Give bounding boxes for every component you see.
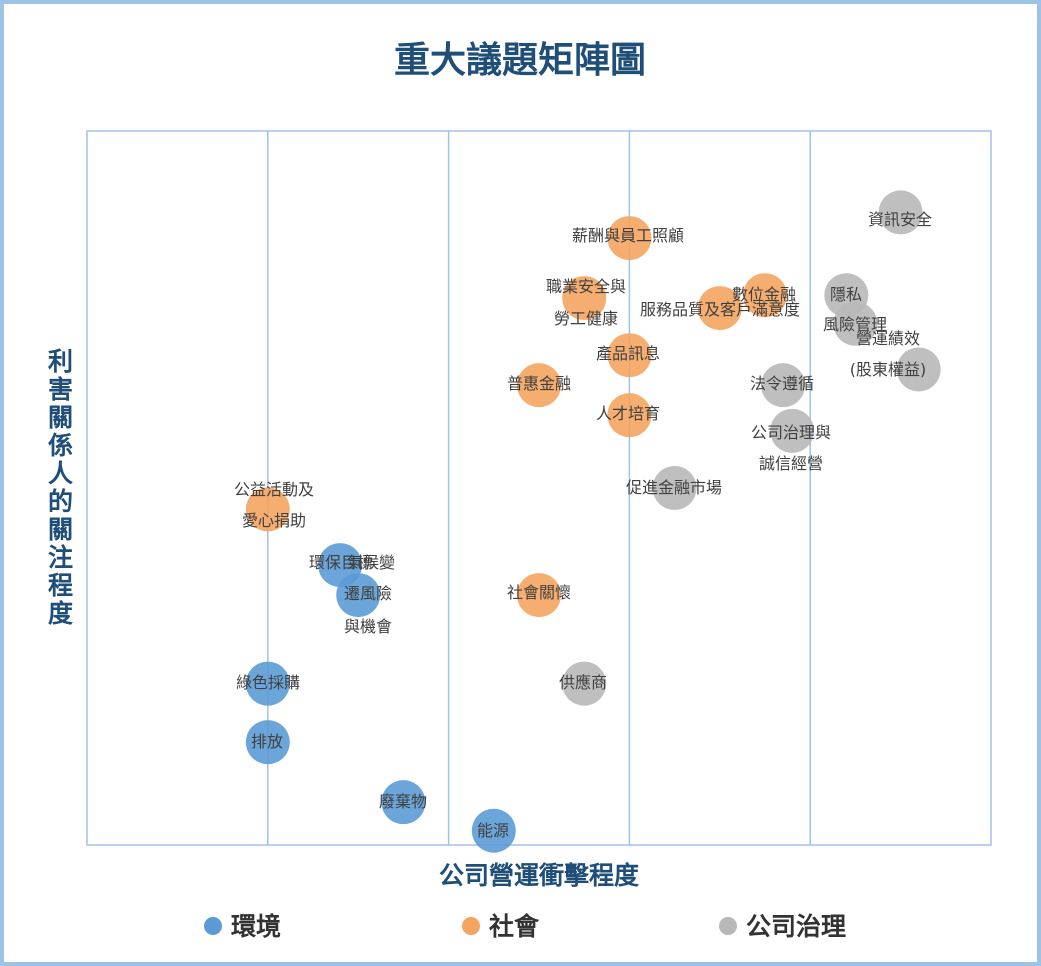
data-point-s1-p2 — [743, 273, 787, 318]
point-labels: 公益活動及 愛心捐助 環保目標 氣候變 遷風險 與機會 綠色採購 排放 廢棄物 … — [234, 210, 932, 840]
data-point-s1-p7 — [245, 487, 290, 532]
label-qihou-3: 與機會 — [344, 617, 392, 636]
label-cujin: 促進金融市場 — [626, 478, 722, 497]
label-zhiye-1: 職業安全與 — [546, 277, 626, 296]
data-point-s2-p2 — [833, 301, 878, 346]
label-zhili-1: 公司治理與 — [751, 423, 831, 442]
data-point-s1-p5 — [517, 363, 561, 408]
label-zhiye-2: 勞工健康 — [554, 309, 618, 328]
data-point-s0-p2 — [245, 661, 290, 706]
label-lvse: 綠色採購 — [236, 673, 300, 692]
data-point-s0-p3 — [245, 720, 290, 765]
legend: 環境 社會 公司治理 — [204, 912, 846, 941]
data-point-s2-p4 — [761, 363, 806, 408]
data-point-s2-p0 — [878, 190, 923, 235]
label-shuwei: 數位金融 — [732, 285, 796, 304]
label-zhili-2: 誠信經營 — [759, 454, 823, 473]
data-point-s2-p7 — [562, 661, 607, 706]
data-point-s1-p8 — [517, 573, 561, 618]
label-paifang: 排放 — [251, 732, 283, 751]
label-shehui: 社會關懷 — [507, 583, 571, 602]
data-point-s1-p4 — [607, 333, 652, 378]
label-xinchou: 薪酬與員工照顧 — [572, 226, 684, 245]
label-fengxian: 風險管理 — [823, 315, 887, 334]
label-gongyi-1: 公益活動及 — [234, 480, 314, 499]
data-point-s2-p6 — [652, 466, 697, 510]
legend-label-environment: 環境 — [231, 912, 281, 941]
data-point-s0-p1 — [318, 543, 363, 588]
materiality-matrix-chart: 重大議題矩陣圖 公益活動及 愛心捐助 環保目標 氣候變 遷風險 與機會 綠色採購… — [45, 40, 992, 941]
x-axis-label: 公司營運衝擊程度 — [439, 861, 639, 890]
label-chanpin: 產品訊息 — [596, 344, 660, 363]
label-gongying: 供應商 — [559, 673, 607, 692]
legend-marker-society — [462, 917, 480, 935]
legend-label-society: 社會 — [489, 912, 540, 941]
data-point-s1-p6 — [607, 393, 652, 438]
label-faling: 法令遵循 — [750, 374, 814, 393]
legend-marker-environment — [204, 917, 222, 935]
data-point-s1-p3 — [697, 286, 742, 331]
label-nengyuan: 能源 — [477, 821, 509, 840]
data-points — [245, 190, 941, 853]
label-qihou-1: 氣候變 — [347, 553, 395, 572]
data-point-s2-p3 — [896, 347, 941, 392]
label-rencai: 人才培育 — [596, 404, 660, 423]
label-huanbao: 環保目標 — [309, 553, 373, 572]
label-fuwu: 服務品質及客戶滿意度 — [640, 300, 800, 319]
legend-label-governance: 公司治理 — [746, 912, 846, 941]
data-point-s2-p5 — [770, 408, 815, 453]
plot-area — [86, 130, 992, 846]
data-point-s0-p4 — [381, 780, 426, 825]
label-zixun: 資訊安全 — [868, 210, 932, 229]
data-point-s1-p0 — [607, 216, 652, 261]
label-yingyun-1: 營運績效 — [856, 329, 920, 348]
label-gongyi-2: 愛心捐助 — [242, 511, 306, 530]
gridlines — [267, 131, 811, 845]
chart-title: 重大議題矩陣圖 — [394, 40, 646, 81]
label-puhui: 普惠金融 — [507, 374, 571, 393]
data-point-s0-p5 — [471, 808, 516, 853]
label-feiqi: 廢棄物 — [379, 792, 427, 811]
label-qihou-2: 遷風險 — [344, 584, 392, 603]
data-point-s1-p1 — [562, 276, 607, 321]
y-axis-label: 利害關係人的關注程度 — [45, 348, 74, 628]
label-yinsi: 隱私 — [830, 285, 862, 304]
label-yingyun-2: (股東權益) — [850, 360, 927, 379]
legend-marker-governance — [719, 917, 737, 935]
